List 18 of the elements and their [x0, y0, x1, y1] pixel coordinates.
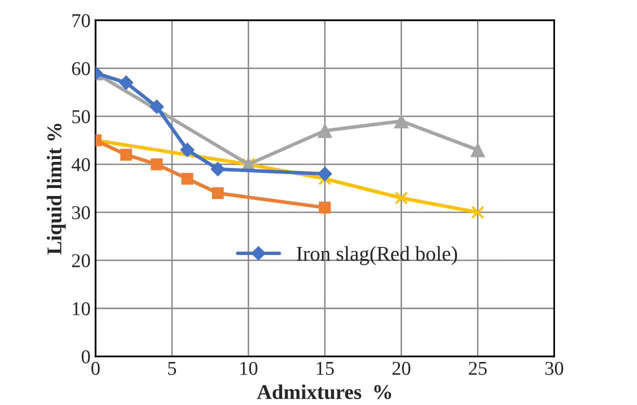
y-axis-title: Liquid limit %	[46, 124, 66, 255]
x-tick-label: 5	[168, 362, 176, 375]
x-tick-label: 25	[468, 362, 487, 375]
y-tick-label: 60	[72, 62, 90, 76]
x-tick-label: 10	[240, 362, 258, 375]
y-tick-label: 30	[72, 206, 90, 220]
x-tick-label: 20	[392, 362, 410, 375]
y-tick-label: 0	[82, 350, 90, 364]
x-tick-label: 0	[91, 362, 100, 375]
y-tick-label: 70	[72, 14, 90, 28]
x-axis-title: Admixtures %	[256, 384, 392, 400]
x-tick-label: 15	[316, 362, 334, 375]
y-tick-label: 10	[72, 302, 90, 316]
y-tick-label: 50	[72, 110, 90, 124]
y-tick-label: 40	[72, 158, 90, 172]
y-tick-label: 20	[72, 254, 90, 268]
x-tick-label: 30	[545, 362, 564, 375]
legend-label: Iron slag(Red bole)	[296, 246, 458, 266]
